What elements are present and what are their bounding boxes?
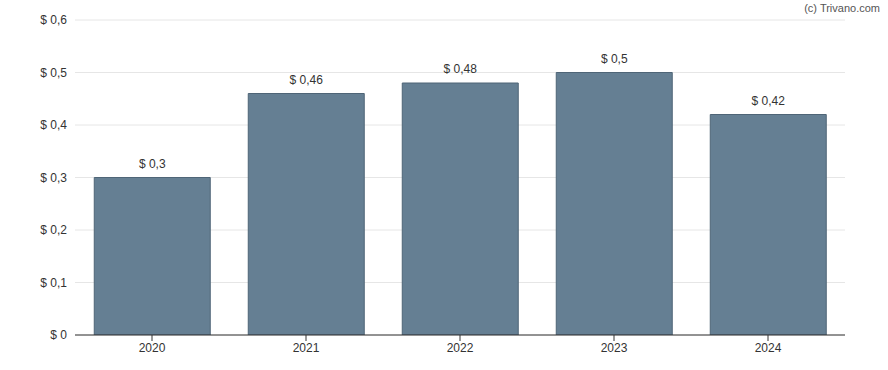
svg-text:$ 0,6: $ 0,6 (40, 13, 67, 27)
svg-text:$ 0,5: $ 0,5 (601, 52, 628, 66)
svg-text:2022: 2022 (447, 341, 474, 355)
svg-text:2024: 2024 (755, 341, 782, 355)
html-text:(c) Trivano.com: (c) Trivano.com (804, 2, 880, 14)
svg-text:$ 0,3: $ 0,3 (139, 157, 166, 171)
svg-text:$ 0,3: $ 0,3 (40, 171, 67, 185)
svg-text:2023: 2023 (601, 341, 628, 355)
svg-text:$ 0: $ 0 (50, 328, 67, 342)
svg-text:2021: 2021 (293, 341, 320, 355)
svg-text:$ 0,48: $ 0,48 (444, 62, 478, 76)
svg-text:$ 0,42: $ 0,42 (752, 94, 786, 108)
svg-text:$ 0,4: $ 0,4 (40, 118, 67, 132)
svg-text:$ 0,1: $ 0,1 (40, 276, 67, 290)
svg-text:2020: 2020 (139, 341, 166, 355)
svg-text:$ 0,5: $ 0,5 (40, 66, 67, 80)
svg-text:$ 0,46: $ 0,46 (290, 73, 324, 87)
svg-text:$ 0,2: $ 0,2 (40, 223, 67, 237)
